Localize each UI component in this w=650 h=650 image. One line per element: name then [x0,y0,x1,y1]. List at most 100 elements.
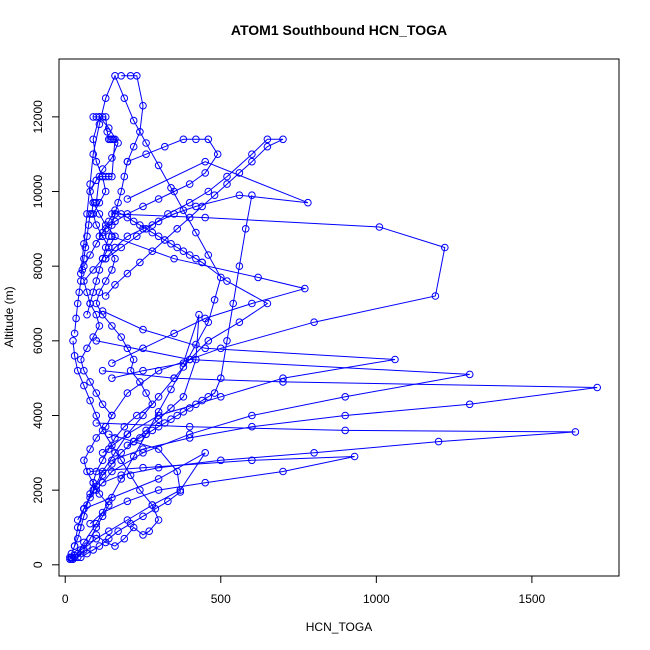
data-point [204,337,213,345]
data-point [86,445,94,453]
series-line-7 [102,310,396,454]
data-point [95,266,104,274]
data-point [217,393,225,401]
x-axis: 0 500 1000 1500 [62,575,546,606]
data-point [114,527,122,536]
data-point [92,434,101,442]
data-point [148,221,157,229]
data-point [195,310,203,319]
data-point [108,232,116,241]
data-point [136,486,144,494]
data-point [123,269,132,278]
series-line-18 [72,340,160,547]
data-point [254,273,262,282]
y-tick-label: 12000 [31,100,45,134]
data-point [192,400,200,409]
series-line-1 [69,115,153,560]
data-point [73,366,82,375]
data-point [70,542,79,550]
data-point [248,157,256,166]
data-point [92,411,101,420]
data-point [108,460,116,468]
data-point [83,549,91,558]
data-point [105,501,113,509]
data-point [185,198,194,207]
data-point [179,206,188,214]
data-point [235,318,244,327]
data-point [201,157,209,166]
series-line-13 [86,75,144,315]
data-point [198,258,206,267]
data-point [108,154,116,162]
data-point [341,426,350,435]
y-tick-label: 10000 [31,175,45,209]
data-point [80,240,88,248]
data-point [204,187,213,196]
data-point [69,555,77,564]
data-point [192,228,200,237]
data-point [139,344,147,353]
data-point [129,116,138,125]
data-point [139,366,147,375]
data-point [120,94,129,102]
data-point [139,411,147,420]
data-point [161,419,169,427]
data-point [92,240,101,248]
data-point [198,396,206,405]
data-point [98,172,107,181]
x-axis-label: HCN_TOGA [306,620,372,634]
y-axis: 0 2000 4000 6000 8000 10000 12000 [31,100,60,568]
data-point [80,262,88,271]
data-point [117,456,125,465]
data-point [201,449,209,457]
data-point [98,471,107,480]
data-point [80,456,88,465]
data-point [89,150,97,158]
data-point [185,355,194,364]
data-point [105,232,113,241]
data-point [391,355,399,364]
data-point [98,165,107,173]
data-point [73,523,82,532]
data-point [126,366,135,375]
data-point [129,523,138,532]
data-point [248,456,256,465]
data-point [142,430,150,439]
x-tick-label: 500 [211,592,231,606]
data-point [201,344,209,353]
data-point [98,512,107,521]
data-point [105,430,113,439]
data-point [126,471,135,480]
data-point [86,493,94,502]
data-point [108,266,116,274]
data-point [80,381,88,390]
y-axis-label: Altitude (m) [2,286,16,347]
data-point [129,142,138,151]
data-point [176,486,185,494]
data-point [75,288,83,297]
data-point [78,266,87,274]
data-point [86,180,94,188]
data-point [98,310,107,319]
data-point [120,422,129,431]
series-lines [69,74,598,560]
data-point [98,228,107,237]
data-point [167,404,175,412]
data-point [83,344,91,353]
data-point [77,269,85,278]
data-point [81,243,90,252]
data-point [341,411,350,420]
data-point [101,187,110,196]
series-line-21 [127,195,253,446]
data-point [210,296,219,304]
data-point [263,299,272,308]
data-point [101,113,110,121]
data-point [142,225,150,233]
data-point [129,217,138,226]
data-point [154,408,163,416]
data-point [101,254,110,263]
data-point [98,508,107,517]
data-point [129,437,138,446]
data-point [173,467,181,476]
